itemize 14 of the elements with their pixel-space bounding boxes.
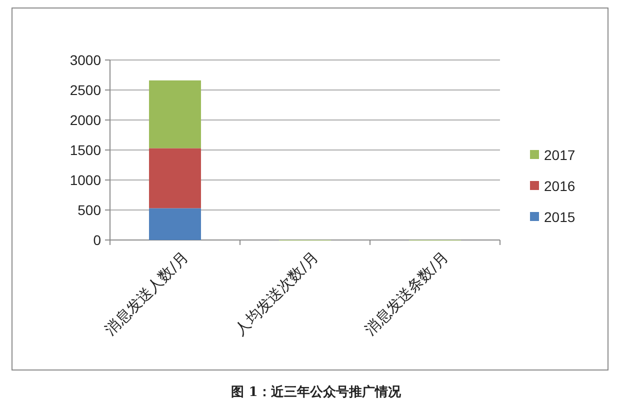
legend-label: 2016 xyxy=(544,178,576,194)
legend-label: 2015 xyxy=(544,209,576,225)
text: 图 1：近三年公众号推广情况 xyxy=(231,384,402,400)
x-tick-label: 消息发送人数/月 xyxy=(101,248,192,339)
y-tick-label: 1000 xyxy=(70,172,102,188)
y-tick-label: 3000 xyxy=(70,52,102,68)
y-tick-label: 2000 xyxy=(70,112,102,128)
y-tick-label: 2500 xyxy=(70,82,102,98)
y-tick-label: 0 xyxy=(93,232,102,248)
x-tick-label: 人均发送次数/月 xyxy=(231,248,322,339)
legend-label: 2017 xyxy=(544,147,576,163)
x-tick-label: 消息发送条数/月 xyxy=(361,248,452,339)
y-tick-label: 500 xyxy=(78,202,102,218)
y-tick-label: 1500 xyxy=(70,142,102,158)
